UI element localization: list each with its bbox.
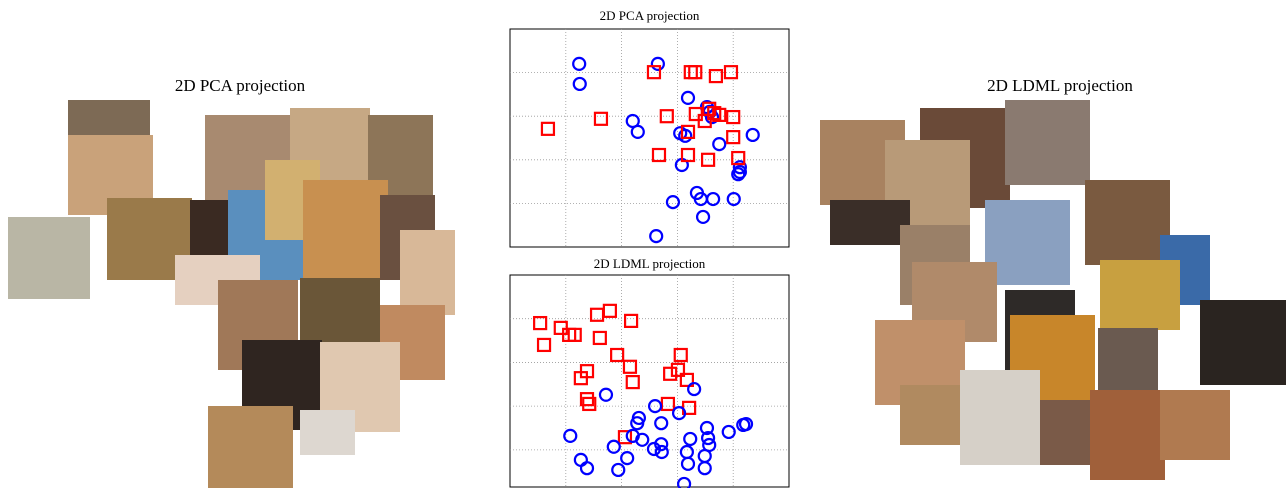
square-point — [604, 305, 616, 317]
chart-title: 2D PCA projection — [600, 8, 700, 23]
circle-point — [681, 446, 693, 458]
circle-point — [632, 126, 644, 138]
circle-point — [581, 462, 593, 474]
face-photo — [300, 410, 355, 455]
circle-point — [728, 193, 740, 205]
face-photo — [208, 406, 293, 488]
circle-point — [667, 196, 679, 208]
circle-point — [688, 383, 700, 395]
circle-point — [699, 462, 711, 474]
square-point — [689, 66, 701, 78]
circle-point — [747, 129, 759, 141]
face-photo — [1085, 180, 1170, 265]
circle-point — [684, 433, 696, 445]
square-point — [685, 66, 697, 78]
face-photo — [1200, 300, 1286, 385]
circle-point — [713, 138, 725, 150]
square-point — [594, 332, 606, 344]
square-point — [625, 315, 637, 327]
circle-point — [650, 230, 662, 242]
face-photo — [830, 200, 910, 245]
circle-point — [652, 58, 664, 70]
circle-point — [682, 458, 694, 470]
face-photo — [300, 278, 380, 348]
circle-point — [678, 478, 690, 488]
circle-point — [600, 389, 612, 401]
pca-collage — [8, 100, 455, 488]
plot-frame — [510, 275, 789, 487]
face-photo — [303, 180, 388, 280]
square-point — [538, 339, 550, 351]
square-point — [675, 349, 687, 361]
face-photo — [1005, 100, 1090, 185]
face-photo — [900, 385, 970, 445]
square-point — [653, 149, 665, 161]
face-photo — [8, 217, 90, 299]
circle-point — [608, 441, 620, 453]
circle-point — [682, 92, 694, 104]
circle-point — [573, 58, 585, 70]
face-photo — [400, 230, 455, 315]
face-photo — [1090, 390, 1165, 480]
circle-point — [655, 417, 667, 429]
square-point — [664, 368, 676, 380]
face-photo — [960, 370, 1040, 465]
circle-point — [621, 452, 633, 464]
circle-point — [574, 78, 586, 90]
face-photo — [1100, 260, 1180, 330]
circle-point — [564, 430, 576, 442]
circle-point — [697, 211, 709, 223]
square-point — [710, 70, 722, 82]
collage-title: 2D PCA projection — [175, 76, 306, 95]
circle-point — [707, 193, 719, 205]
square-point — [595, 113, 607, 125]
figure: 2D PCA projection 2D LDML projection — [0, 0, 1286, 488]
face-photo — [985, 200, 1070, 285]
chart-title: 2D LDML projection — [594, 256, 706, 271]
circle-point — [699, 450, 711, 462]
square-point — [542, 123, 554, 135]
square-point — [627, 376, 639, 388]
square-point — [725, 66, 737, 78]
square-point — [727, 111, 739, 123]
circle-point — [612, 464, 624, 476]
square-point — [662, 398, 674, 410]
collage-title: 2D LDML projection — [987, 76, 1133, 95]
circle-point — [649, 400, 661, 412]
page: 2D PCA projection 2D LDML projection — [0, 0, 1286, 488]
ldml-collage — [820, 100, 1286, 480]
circle-point — [575, 454, 587, 466]
face-photo — [1160, 390, 1230, 460]
square-point — [624, 361, 636, 373]
